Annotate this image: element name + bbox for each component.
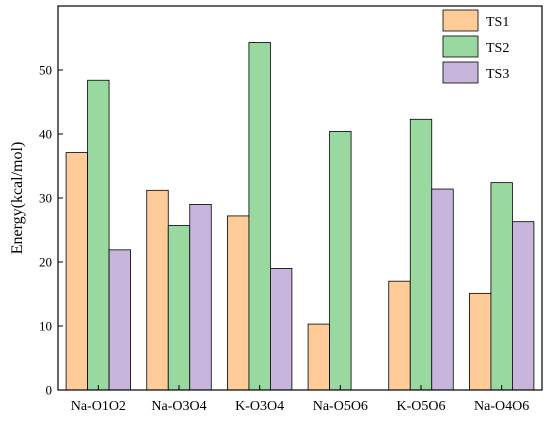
plot-frame (57, 5, 543, 391)
bar-ts1 (469, 292, 492, 391)
bar-ts3 (431, 188, 454, 391)
y-axis-ticks: 0 10 20 30 40 50 (39, 63, 63, 398)
bars-group (65, 42, 535, 391)
x-category-label: Na-O4O6 (474, 399, 529, 414)
y-tick-label: 10 (39, 319, 52, 334)
bar-ts1 (65, 152, 88, 391)
legend: TS1 TS2 TS3 (442, 9, 509, 84)
bar-ts2 (167, 225, 191, 391)
bar-ts1 (388, 280, 411, 391)
bar-ts1 (227, 215, 250, 391)
legend-swatch (442, 61, 479, 84)
x-category-label: K-O5O6 (397, 399, 446, 414)
legend-label: TS2 (486, 41, 509, 56)
bar-ts3 (108, 249, 131, 391)
legend-swatch (442, 35, 479, 58)
bar-ts1 (146, 189, 169, 391)
bar-ts2 (409, 118, 433, 391)
x-axis-category-labels: Na-O1O2 Na-O3O4 K-O3O4 Na-O5O6 K-O5O6 Na-O4O6 (71, 385, 529, 414)
bar-ts1 (307, 323, 330, 391)
y-axis-title: Energy(kcal/mol) (9, 142, 26, 255)
legend-label: TS3 (486, 67, 509, 82)
x-category-label: K-O3O4 (235, 399, 284, 414)
bar-ts3 (512, 221, 535, 391)
bar-ts2 (87, 79, 110, 391)
x-category-label: Na-O3O4 (151, 399, 206, 414)
bar-ts3 (189, 203, 212, 391)
bar-ts2 (329, 131, 352, 391)
y-tick-label: 30 (39, 191, 52, 206)
bar-ts2 (248, 42, 271, 391)
legend-swatch (442, 9, 479, 32)
y-tick-label: 20 (39, 255, 52, 270)
x-category-label: Na-O1O2 (71, 399, 126, 414)
x-category-label: Na-O5O6 (313, 399, 368, 414)
bar-ts2 (490, 182, 513, 391)
bar-ts3 (270, 267, 293, 391)
y-tick-label: 50 (39, 63, 52, 78)
legend-label: TS1 (486, 15, 509, 30)
y-tick-label: 0 (46, 383, 53, 398)
y-tick-label: 40 (39, 127, 52, 142)
